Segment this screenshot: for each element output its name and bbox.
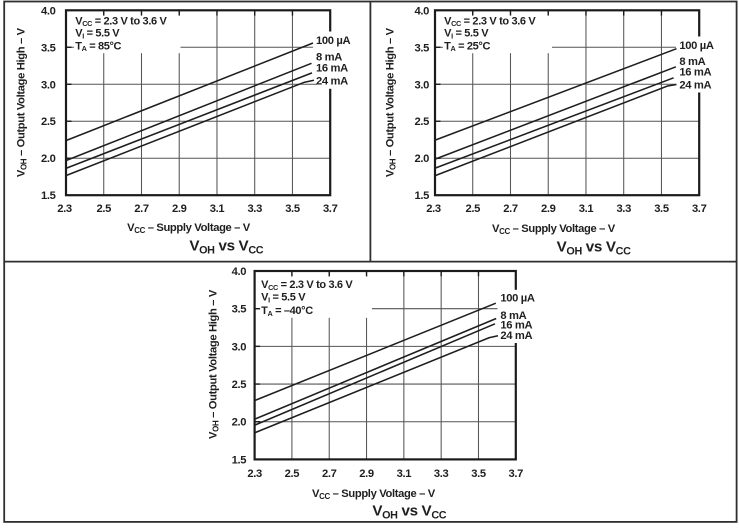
- svg-text:2.0: 2.0: [232, 417, 247, 429]
- svg-text:16 mA: 16 mA: [316, 62, 348, 74]
- svg-text:2.0: 2.0: [41, 153, 56, 165]
- svg-text:2.7: 2.7: [503, 203, 518, 215]
- svg-text:4.0: 4.0: [414, 5, 429, 17]
- svg-text:3.0: 3.0: [41, 79, 56, 91]
- svg-text:VI = 5.5 V: VI = 5.5 V: [444, 28, 489, 41]
- svg-text:VCC – Supply Voltage – V: VCC – Supply Voltage – V: [492, 223, 616, 236]
- svg-text:2.3: 2.3: [57, 203, 72, 215]
- svg-text:8 mA: 8 mA: [679, 56, 705, 68]
- svg-text:VCC = 2.3 V to 3.6 V: VCC = 2.3 V to 3.6 V: [444, 15, 536, 28]
- svg-text:16 mA: 16 mA: [679, 66, 711, 78]
- svg-text:2.5: 2.5: [96, 203, 111, 215]
- svg-text:2.0: 2.0: [414, 153, 429, 165]
- svg-text:8 mA: 8 mA: [316, 52, 342, 64]
- svg-text:3.7: 3.7: [323, 203, 338, 215]
- svg-text:1.5: 1.5: [414, 190, 429, 202]
- svg-text:3.0: 3.0: [232, 341, 247, 353]
- svg-text:3.3: 3.3: [434, 468, 449, 480]
- svg-text:24 mA: 24 mA: [500, 330, 532, 342]
- svg-text:VOH – Output Voltage High – V: VOH – Output Voltage High – V: [384, 27, 397, 177]
- svg-text:2.5: 2.5: [41, 116, 56, 128]
- svg-text:8 mA: 8 mA: [500, 310, 526, 322]
- svg-text:3.5: 3.5: [654, 203, 669, 215]
- svg-text:3.0: 3.0: [414, 79, 429, 91]
- svg-text:2.5: 2.5: [414, 116, 429, 128]
- svg-text:TA = –40°C: TA = –40°C: [261, 305, 313, 318]
- svg-text:2.5: 2.5: [285, 468, 300, 480]
- svg-text:100 µA: 100 µA: [316, 35, 350, 47]
- svg-text:VOH vs VCC: VOH vs VCC: [372, 502, 446, 521]
- svg-text:TA = 25°C: TA = 25°C: [444, 40, 490, 53]
- svg-text:VOH – Output Voltage High – V: VOH – Output Voltage High – V: [15, 27, 28, 177]
- svg-text:3.1: 3.1: [579, 203, 594, 215]
- svg-text:VOH vs VCC: VOH vs VCC: [557, 239, 631, 258]
- svg-text:2.3: 2.3: [247, 468, 262, 480]
- svg-text:4.0: 4.0: [232, 266, 247, 278]
- svg-text:100 µA: 100 µA: [679, 40, 713, 52]
- svg-text:2.9: 2.9: [172, 203, 187, 215]
- svg-text:3.7: 3.7: [509, 468, 524, 480]
- svg-text:VCC = 2.3 V to 3.6 V: VCC = 2.3 V to 3.6 V: [261, 279, 353, 292]
- svg-text:VOH vs VCC: VOH vs VCC: [189, 237, 263, 256]
- svg-text:VI = 5.5 V: VI = 5.5 V: [75, 28, 120, 41]
- svg-text:VCC – Supply Voltage – V: VCC – Supply Voltage – V: [127, 222, 251, 235]
- svg-text:3.1: 3.1: [210, 203, 225, 215]
- svg-text:1.5: 1.5: [41, 190, 56, 202]
- svg-text:24 mA: 24 mA: [679, 80, 711, 92]
- svg-text:2.9: 2.9: [541, 203, 556, 215]
- svg-text:VOH – Output Voltage High – V: VOH – Output Voltage High – V: [207, 289, 220, 439]
- svg-text:3.3: 3.3: [616, 203, 631, 215]
- svg-text:4.0: 4.0: [41, 5, 56, 17]
- svg-text:3.1: 3.1: [397, 468, 412, 480]
- svg-text:3.7: 3.7: [692, 203, 707, 215]
- svg-text:3.5: 3.5: [414, 42, 429, 54]
- svg-text:VCC – Supply Voltage – V: VCC – Supply Voltage – V: [312, 488, 436, 501]
- svg-text:VI = 5.5 V: VI = 5.5 V: [261, 292, 306, 305]
- svg-text:24 mA: 24 mA: [316, 76, 348, 88]
- svg-text:16 mA: 16 mA: [500, 319, 532, 331]
- svg-text:TA = 85°C: TA = 85°C: [75, 40, 121, 53]
- svg-text:2.7: 2.7: [322, 468, 337, 480]
- svg-text:2.7: 2.7: [134, 203, 149, 215]
- svg-text:2.3: 2.3: [426, 203, 441, 215]
- svg-text:2.5: 2.5: [465, 203, 480, 215]
- svg-text:2.5: 2.5: [232, 379, 247, 391]
- svg-text:VCC = 2.3 V to 3.6 V: VCC = 2.3 V to 3.6 V: [75, 15, 167, 28]
- svg-text:100 µA: 100 µA: [500, 293, 534, 305]
- svg-text:3.3: 3.3: [247, 203, 262, 215]
- svg-text:3.5: 3.5: [285, 203, 300, 215]
- svg-text:3.5: 3.5: [232, 304, 247, 316]
- svg-text:3.5: 3.5: [41, 42, 56, 54]
- svg-text:3.5: 3.5: [471, 468, 486, 480]
- svg-text:2.9: 2.9: [359, 468, 374, 480]
- svg-text:1.5: 1.5: [232, 454, 247, 466]
